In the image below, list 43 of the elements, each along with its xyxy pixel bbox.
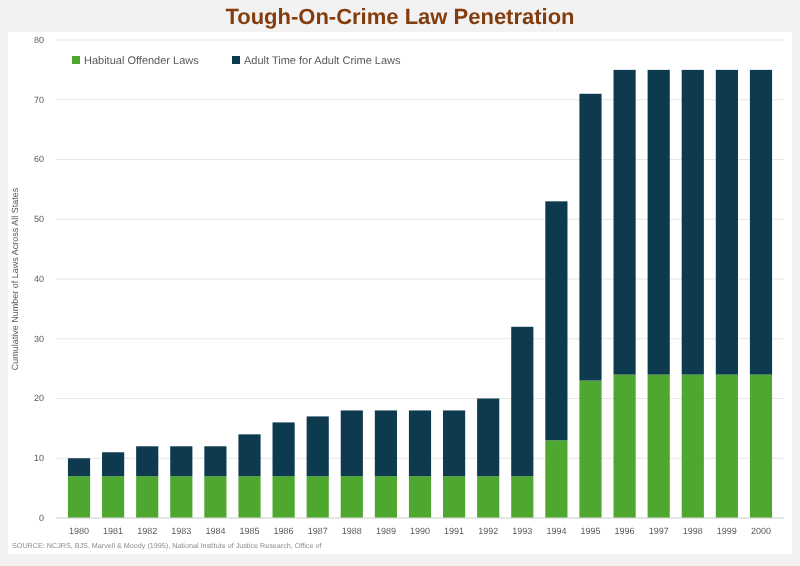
bar <box>613 374 636 518</box>
bar <box>340 410 363 477</box>
bar <box>715 69 738 375</box>
bar <box>579 380 602 518</box>
bar <box>272 476 295 518</box>
bar <box>681 69 704 375</box>
bar <box>749 69 773 375</box>
bar <box>613 69 636 375</box>
bar <box>136 476 159 518</box>
bar <box>681 374 704 518</box>
bar <box>579 93 602 381</box>
bar <box>170 446 193 477</box>
bar <box>443 410 466 477</box>
bar <box>306 476 329 518</box>
bar <box>238 434 261 477</box>
bar <box>443 476 466 518</box>
bar <box>715 374 738 518</box>
bar <box>102 476 125 518</box>
bar <box>102 452 125 477</box>
bar <box>204 476 227 518</box>
bar <box>511 326 534 477</box>
bar <box>477 398 500 477</box>
bar <box>67 476 91 518</box>
bar <box>511 476 534 518</box>
bar <box>647 69 670 375</box>
chart-title: Tough-On-Crime Law Penetration <box>225 6 576 30</box>
bar <box>374 476 397 518</box>
bar <box>647 374 670 518</box>
bar <box>374 410 397 477</box>
bar <box>545 440 568 518</box>
bar <box>749 374 773 518</box>
bar <box>67 458 91 477</box>
bar <box>545 201 568 441</box>
bar <box>408 476 432 518</box>
bar <box>340 476 363 518</box>
bar <box>306 416 329 477</box>
bar <box>204 446 227 477</box>
bar <box>170 476 193 518</box>
bar <box>408 410 432 477</box>
bar <box>136 446 159 477</box>
bar <box>477 476 500 518</box>
bar <box>238 476 261 518</box>
bar <box>272 422 295 477</box>
